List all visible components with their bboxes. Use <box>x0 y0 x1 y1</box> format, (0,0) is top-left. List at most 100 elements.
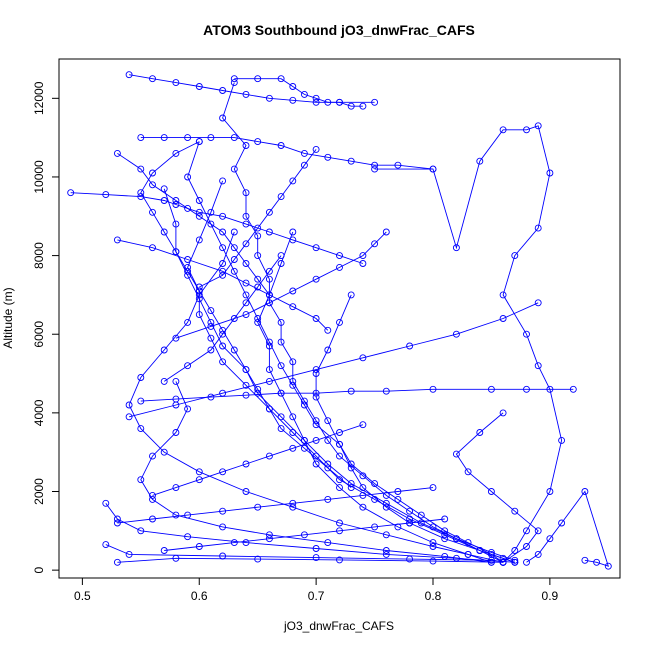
x-axis-label: jO3_dnwFrac_CAFS <box>283 619 394 633</box>
data-point <box>499 291 507 299</box>
data-point <box>230 244 238 252</box>
data-point <box>277 413 285 421</box>
data-point <box>219 114 227 122</box>
data-point <box>406 555 414 563</box>
data-point <box>476 157 484 165</box>
series-line <box>105 544 492 561</box>
data-point <box>172 429 180 436</box>
data-point <box>277 389 285 397</box>
series-line <box>222 82 515 563</box>
data-point <box>219 523 227 531</box>
data-point <box>523 126 530 134</box>
data-point <box>593 558 601 566</box>
data-point <box>184 134 192 142</box>
chart-title: ATOM3 Southbound jO3_dnwFrac_CAFS <box>203 22 475 38</box>
data-point <box>336 263 343 271</box>
data-point <box>312 417 320 425</box>
data-point <box>324 436 332 444</box>
data-point <box>265 531 273 539</box>
data-point <box>558 519 566 527</box>
data-point <box>254 503 262 511</box>
data-point <box>254 275 262 283</box>
data-point <box>289 377 297 385</box>
data-point <box>219 342 227 350</box>
data-point <box>289 303 297 311</box>
data-point <box>429 165 437 173</box>
data-point <box>394 161 402 169</box>
data-point <box>254 252 262 260</box>
data-point <box>254 232 262 240</box>
data-point <box>336 98 343 106</box>
data-point <box>487 488 495 495</box>
data-point <box>487 556 495 564</box>
y-axis-label: Altitude (m) <box>1 287 15 348</box>
data-point <box>499 126 507 134</box>
data-point <box>67 189 75 197</box>
data-point <box>207 208 215 216</box>
data-point <box>242 240 250 248</box>
data-point <box>429 557 437 565</box>
data-point <box>324 153 332 161</box>
data-point <box>289 228 297 236</box>
data-point <box>195 212 203 220</box>
data-point <box>359 252 367 260</box>
series-line <box>164 518 445 551</box>
data-point <box>195 236 203 244</box>
data-point <box>137 476 145 484</box>
data-point <box>312 460 320 468</box>
x-tick-label: 0.8 <box>425 589 442 603</box>
data-point <box>277 75 285 83</box>
x-axis: 0.5 0.6 0.7 0.8 0.9 <box>74 577 559 603</box>
data-point <box>324 417 332 425</box>
series-line <box>140 388 574 402</box>
data-point <box>300 444 308 452</box>
data-point <box>604 562 612 570</box>
data-point <box>137 134 145 142</box>
data-point <box>324 495 332 503</box>
data-point <box>265 366 273 374</box>
series-line <box>257 231 492 563</box>
data-point <box>195 468 203 476</box>
data-point <box>534 362 542 370</box>
data-point <box>137 189 145 197</box>
data-point <box>324 326 332 334</box>
data-point <box>312 393 320 401</box>
data-point <box>382 531 390 539</box>
data-point <box>207 334 215 342</box>
data-point <box>523 330 530 338</box>
data-point <box>230 165 238 173</box>
data-point <box>137 527 145 535</box>
y-tick-label: 10000 <box>32 160 46 194</box>
data-point <box>336 440 343 448</box>
data-point <box>371 523 379 531</box>
series-line <box>105 503 515 563</box>
data-point <box>558 436 566 444</box>
data-point <box>149 169 156 177</box>
data-point <box>324 539 332 547</box>
data-point <box>265 94 273 102</box>
series-line <box>140 381 492 563</box>
data-point <box>254 385 262 393</box>
data-point <box>195 287 203 295</box>
data-point <box>312 244 320 252</box>
series-line <box>129 74 375 103</box>
y-tick-label: 6000 <box>32 321 46 348</box>
data-point <box>382 387 390 395</box>
data-point <box>371 165 379 173</box>
data-point <box>499 315 507 322</box>
series-line <box>117 239 329 331</box>
data-point <box>184 271 192 279</box>
data-point <box>312 436 320 444</box>
data-point <box>487 385 495 393</box>
data-point <box>172 511 180 519</box>
data-point <box>289 358 297 366</box>
data-point <box>382 547 390 554</box>
data-point <box>511 556 519 564</box>
data-point <box>184 173 192 181</box>
data-point <box>265 291 273 299</box>
data-point <box>277 142 285 149</box>
data-point <box>230 228 238 236</box>
y-axis: 0 2000 4000 6000 8000 10000 12000 <box>32 81 60 573</box>
data-point <box>277 260 285 267</box>
